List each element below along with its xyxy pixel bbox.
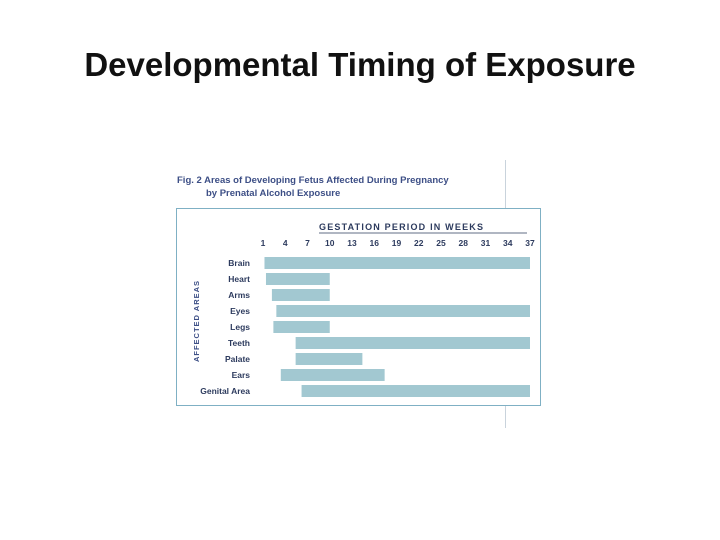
bar-legs <box>273 321 330 333</box>
category-label: Teeth <box>228 338 250 348</box>
x-tick-label: 31 <box>481 238 491 248</box>
x-tick-label: 34 <box>503 238 513 248</box>
category-label: Legs <box>230 322 250 332</box>
y-axis-label: AFFECTED AREAS <box>192 280 201 362</box>
bar-eyes <box>276 305 530 317</box>
figure-label: Fig. 2 <box>177 175 202 186</box>
x-axis-label: GESTATION PERIOD IN WEEKS <box>319 222 484 232</box>
slide-title: Developmental Timing of Exposure <box>84 46 636 83</box>
category-label: Genital Area <box>200 386 250 396</box>
x-tick-label: 37 <box>525 238 535 248</box>
x-tick-label: 4 <box>283 238 288 248</box>
category-label: Palate <box>225 354 250 364</box>
category-label: Arms <box>228 290 250 300</box>
category-label: Brain <box>228 258 250 268</box>
gestation-chart: GESTATION PERIOD IN WEEKS 1 4 7 10 13 16 19 22 25… <box>192 222 535 397</box>
x-tick-label: 10 <box>325 238 335 248</box>
x-tick-label: 19 <box>392 238 402 248</box>
figure-caption: Fig. 2 Areas of Developing Fetus Affecte… <box>177 174 497 200</box>
x-tick-label: 7 <box>305 238 310 248</box>
bar-palate <box>295 353 363 365</box>
bar-brain <box>264 257 530 269</box>
category-label: Ears <box>232 370 251 380</box>
category-label: Eyes <box>230 306 250 316</box>
x-tick-label: 16 <box>370 238 380 248</box>
figure-caption-line2: by Prenatal Alcohol Exposure <box>206 188 341 199</box>
category-label: Heart <box>228 274 250 284</box>
bar-ears <box>280 369 385 381</box>
bar-teeth <box>295 337 530 349</box>
figure-caption-line1: Areas of Developing Fetus Affected Durin… <box>204 175 449 186</box>
bar-genital-area <box>301 385 530 397</box>
x-tick-label: 1 <box>261 238 266 248</box>
x-tick-label: 28 <box>459 238 469 248</box>
bar-heart <box>265 273 330 285</box>
x-tick-label: 22 <box>414 238 424 248</box>
bar-arms <box>271 289 330 301</box>
x-tick-label: 25 <box>436 238 446 248</box>
x-tick-label: 13 <box>347 238 357 248</box>
chart-frame: GESTATION PERIOD IN WEEKS 1 4 7 10 13 16 19 22 25… <box>176 208 541 406</box>
